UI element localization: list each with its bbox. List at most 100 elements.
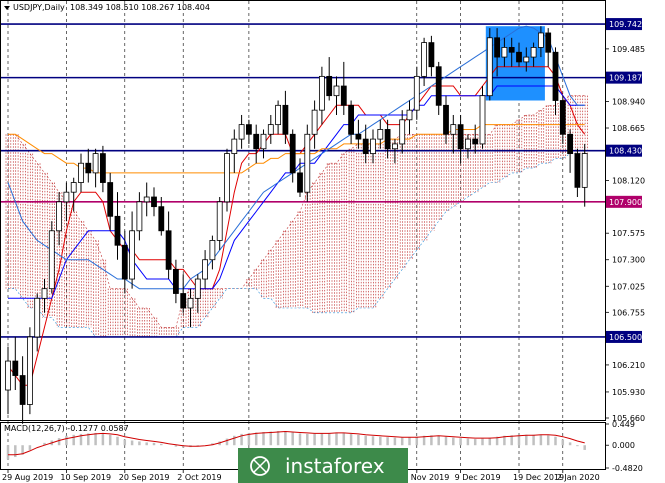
candle-body	[202, 259, 209, 280]
price-tick-label: 106.755	[612, 308, 645, 317]
candle-body	[78, 162, 84, 183]
instaforex-logo-icon	[250, 456, 270, 476]
candle-body	[151, 196, 157, 208]
candle-body	[92, 153, 99, 174]
candle-body	[538, 32, 544, 48]
symbol-dropdown-icon[interactable]	[4, 6, 10, 10]
level-tag	[606, 330, 642, 343]
price-tick-label: 107.025	[612, 282, 645, 291]
candle-body	[260, 133, 267, 150]
candlesticks	[5, 26, 588, 424]
candle-body	[479, 95, 486, 145]
candle-body	[282, 104, 289, 135]
candle-body	[545, 32, 552, 53]
price-tick-label: 105.930	[612, 388, 645, 397]
macd-indicator: 0.449 0.000 -0.4820	[6, 420, 643, 473]
candle-body	[180, 293, 187, 309]
candle-body	[12, 360, 19, 376]
candle-body	[63, 191, 70, 203]
candle-body	[508, 47, 515, 53]
price-tick-label: 106.210	[612, 361, 645, 370]
candle-body	[70, 182, 77, 193]
price-tick-label: 107.575	[612, 229, 645, 238]
level-tag	[606, 18, 642, 31]
candle-body	[450, 124, 457, 135]
level-tag-label: 108.430	[609, 147, 642, 156]
level-tag	[606, 195, 642, 208]
candle-body	[413, 75, 420, 111]
candle-body	[391, 143, 398, 150]
level-tag-label: 107.900	[609, 198, 642, 207]
candle-body	[136, 201, 143, 232]
macd-tick-label: -0.4820	[612, 464, 643, 473]
date-tick-label: 2 Jan 2020	[557, 473, 600, 482]
candle-body	[107, 182, 114, 217]
candle-body	[26, 336, 33, 405]
candle-body	[340, 85, 347, 106]
level-tag-label: 106.500	[609, 333, 642, 342]
candle-body	[384, 129, 391, 150]
candle-body	[165, 230, 172, 270]
candle-body	[567, 133, 573, 154]
macd-label: MACD(12,26,7) -0.1277 0.0587	[4, 424, 129, 433]
candle-body	[224, 153, 230, 203]
instaforex-watermark: instaforex	[238, 448, 408, 483]
candle-body	[399, 119, 406, 145]
candle-body	[435, 66, 442, 106]
horizontal-levels	[1, 23, 605, 338]
date-tick-label: Nov 2019	[411, 473, 450, 482]
candle-body	[311, 109, 318, 135]
candle-body	[377, 129, 384, 140]
candle-body	[121, 244, 128, 280]
candle-body	[318, 75, 325, 111]
macd-tick-label: 0.449	[612, 420, 635, 429]
cloud-span-a	[8, 95, 585, 328]
candle-body	[523, 56, 530, 63]
candle-body	[457, 124, 464, 150]
candle-body	[333, 85, 340, 97]
candle-body	[464, 138, 471, 150]
price-tick-label: 108.665	[612, 124, 645, 133]
date-tick-label: 2 Oct 2019	[177, 473, 221, 482]
candle-body	[530, 47, 537, 58]
candle-body	[581, 153, 588, 188]
candle-body	[348, 104, 355, 135]
date-tick-label: 19 Dec 2019	[513, 473, 564, 482]
date-tick-label: 20 Sep 2019	[119, 473, 170, 482]
svg-text:instaforex: instaforex	[285, 454, 385, 478]
candle-body	[355, 133, 362, 140]
ohlc-label: 108.349 108.510 108.267 108.404	[70, 3, 210, 12]
price-tick-label: 105.660	[612, 414, 645, 423]
candle-body	[486, 37, 493, 97]
candle-body	[34, 297, 41, 338]
candle-body	[187, 297, 194, 309]
candle-body	[472, 138, 479, 145]
candle-body	[172, 268, 179, 294]
candle-body	[216, 201, 223, 241]
candle-body	[231, 138, 238, 154]
candle-body	[289, 133, 296, 174]
candle-body	[297, 172, 303, 193]
candle-body	[428, 42, 435, 68]
candle-body	[129, 230, 136, 280]
candle-body	[194, 278, 201, 299]
candle-body	[362, 138, 369, 154]
price-tick-label: 108.120	[612, 177, 645, 186]
price-tick-label: 108.940	[612, 97, 645, 106]
level-tag	[606, 71, 642, 84]
candle-body	[267, 124, 274, 135]
candle-body	[494, 37, 501, 58]
candle-body	[5, 360, 11, 391]
level-tag-label: 109.187	[609, 74, 642, 83]
date-tick-label: 29 Aug 2019	[2, 473, 53, 482]
candle-body	[370, 138, 376, 154]
candle-body	[114, 215, 121, 246]
candle-body	[421, 42, 428, 77]
candle-body	[275, 104, 282, 126]
candle-body	[209, 240, 216, 261]
candle-body	[143, 196, 150, 203]
candle-body	[406, 109, 413, 121]
candle-body	[41, 288, 48, 299]
candle-body	[304, 133, 311, 193]
